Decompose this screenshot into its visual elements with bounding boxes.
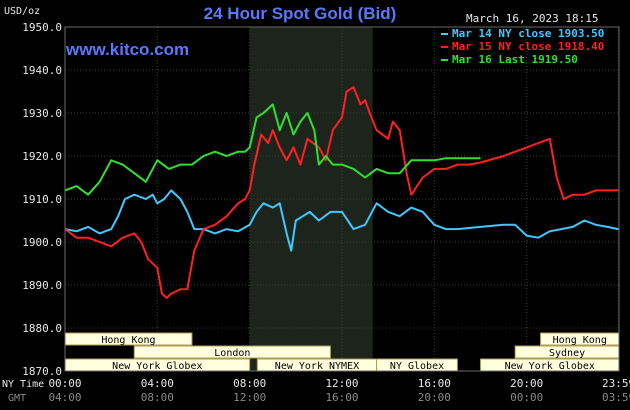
market-label: Hong Kong [553,335,607,346]
market-label: Sydney [549,348,585,359]
x-tick-ny: 08:00 [233,377,266,390]
x-tick-gmt: 12:00 [233,391,266,404]
y-tick-label: 1940.0 [22,64,62,77]
legend-item-mar16: Mar 16 Last 1919.50 [441,53,578,66]
market-label: NY Globex [390,361,444,372]
plot-frame [64,26,620,372]
legend-swatch-mar14 [441,33,448,35]
x-tick-gmt: 20:00 [418,391,451,404]
y-tick-label: 1870.0 [22,365,62,378]
market-label: New York Globex [505,361,595,372]
x-tick-ny: 16:00 [418,377,451,390]
market-label: New York NYMEX [275,361,359,372]
x-tick-gmt: 08:00 [141,391,174,404]
x-tick-ny: 04:00 [141,377,174,390]
gmt-row-label: GMT [8,393,26,404]
x-tick-gmt: 03:59 [602,391,630,404]
x-tick-ny: 20:00 [510,377,543,390]
series-line-1 [64,86,619,299]
y-tick-label: 1900.0 [22,236,62,249]
y-tick-label: 1910.0 [22,193,62,206]
market-sessions: Hong Kong London New York Globex New York N… [64,332,620,372]
x-tick-ny: 23:59 [602,377,630,390]
legend-item-mar15: Mar 15 NY close 1918.40 [441,40,604,53]
series-line-0 [64,189,619,252]
legend-label-mar15: Mar 15 NY close 1918.40 [452,40,605,53]
market-label: New York Globex [112,361,202,372]
price-series [64,86,619,299]
legend-swatch-mar15 [441,46,448,48]
y-axis-ticks: 1950.0 1940.0 1930.0 1920.0 1910.0 1900.0 1890… [22,21,62,378]
legend-label-mar14: Mar 14 NY close 1903.50 [452,27,605,40]
legend-swatch-mar16 [441,59,448,61]
market-label: London [214,348,250,359]
x-tick-gmt: 16:00 [325,391,358,404]
x-tick-gmt: 04:00 [48,391,81,404]
y-tick-label: 1920.0 [22,150,62,163]
series-line-2 [64,103,481,196]
x-tick-ny: 00:00 [48,377,81,390]
y-tick-label: 1880.0 [22,322,62,335]
chart-title: 24 Hour Spot Gold (Bid) [203,4,397,23]
x-tick-gmt: 00:00 [510,391,543,404]
y-tick-label: 1890.0 [22,279,62,292]
site-link[interactable]: www.kitco.com [66,40,190,59]
ny-time-row-label: NY Time [2,379,44,390]
y-tick-label: 1930.0 [22,107,62,120]
market-box [133,345,331,359]
x-tick-ny: 12:00 [325,377,358,390]
y-axis-unit-label: USD/oz [4,6,41,17]
chart-date: March 16, 2023 18:15 [466,12,599,25]
x-axis-ticks: NY TimeGMT00:0004:0004:0008:0008:0012:00… [2,377,630,404]
market-label: Hong Kong [101,335,155,346]
legend-item-mar14: Mar 14 NY close 1903.50 [441,27,604,40]
y-tick-label: 1950.0 [22,21,62,34]
legend-label-mar16: Mar 16 Last 1919.50 [452,53,578,66]
